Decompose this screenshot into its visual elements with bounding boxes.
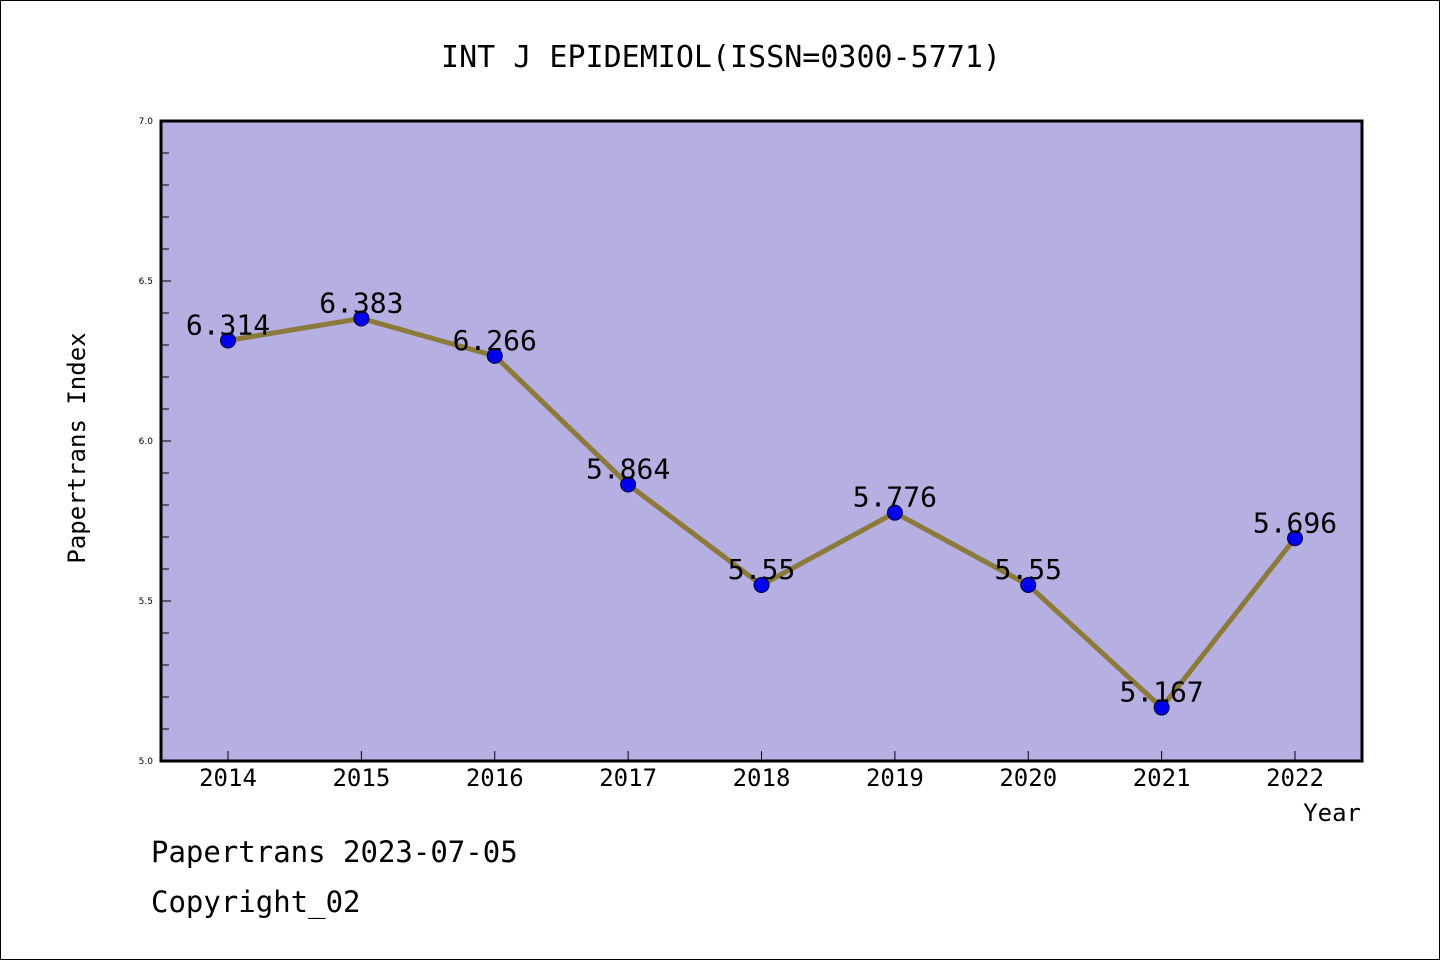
footer-copyright: Copyright_02	[151, 885, 361, 919]
data-point	[1020, 577, 1037, 593]
data-labels: 6.314 6.383 6.266 5.864 5.55 5.776 5.55 5.167 5.…	[186, 286, 1337, 708]
y-tick-label: 6.0	[139, 437, 154, 447]
data-point	[353, 310, 370, 327]
x-tick-label: 2018	[733, 764, 791, 792]
y-tick-label: 5.5	[139, 597, 153, 607]
chart-title: INT J EPIDEMIOL(ISSN=0300-5771)	[441, 40, 1001, 75]
data-label: 5.55	[995, 553, 1062, 586]
data-label: 5.696	[1253, 506, 1337, 539]
x-tick-label: 2017	[599, 764, 657, 792]
x-axis: 2014 2015 2016 2017 2018 2019 2020 2021 2022	[199, 751, 1324, 792]
y-tick-label: 7.0	[139, 117, 154, 127]
x-tick-label: 2019	[866, 764, 924, 792]
data-label: 6.266	[453, 324, 537, 357]
x-tick-label: 2020	[999, 764, 1057, 792]
y-axis-label: Papertrans Index	[63, 332, 91, 563]
data-point	[753, 577, 770, 593]
data-label: 6.314	[186, 309, 270, 342]
y-tick-label: 5.0	[139, 757, 154, 767]
data-label: 5.864	[586, 453, 670, 486]
data-label: 5.55	[728, 553, 795, 586]
y-axis: 5.0 5.5 6.0 6.5 7.0	[139, 117, 171, 767]
x-tick-label: 2015	[332, 764, 390, 792]
x-tick-label: 2022	[1266, 764, 1324, 792]
plot-area	[159, 119, 1364, 763]
footer-date: Papertrans 2023-07-05	[151, 835, 518, 869]
data-point	[1153, 699, 1170, 716]
x-axis-label: Year	[1303, 799, 1361, 827]
y-tick-label: 6.5	[139, 277, 153, 287]
data-label: 6.383	[319, 286, 403, 319]
data-label: 5.167	[1119, 676, 1203, 709]
data-label: 5.776	[853, 481, 937, 514]
x-tick-label: 2014	[199, 764, 257, 792]
data-point	[620, 476, 637, 493]
data-point	[486, 347, 503, 364]
data-points	[220, 310, 1303, 716]
x-tick-label: 2016	[466, 764, 524, 792]
data-point	[220, 332, 236, 349]
data-point	[1287, 530, 1303, 547]
data-point	[886, 504, 903, 521]
x-tick-label: 2021	[1133, 764, 1191, 792]
